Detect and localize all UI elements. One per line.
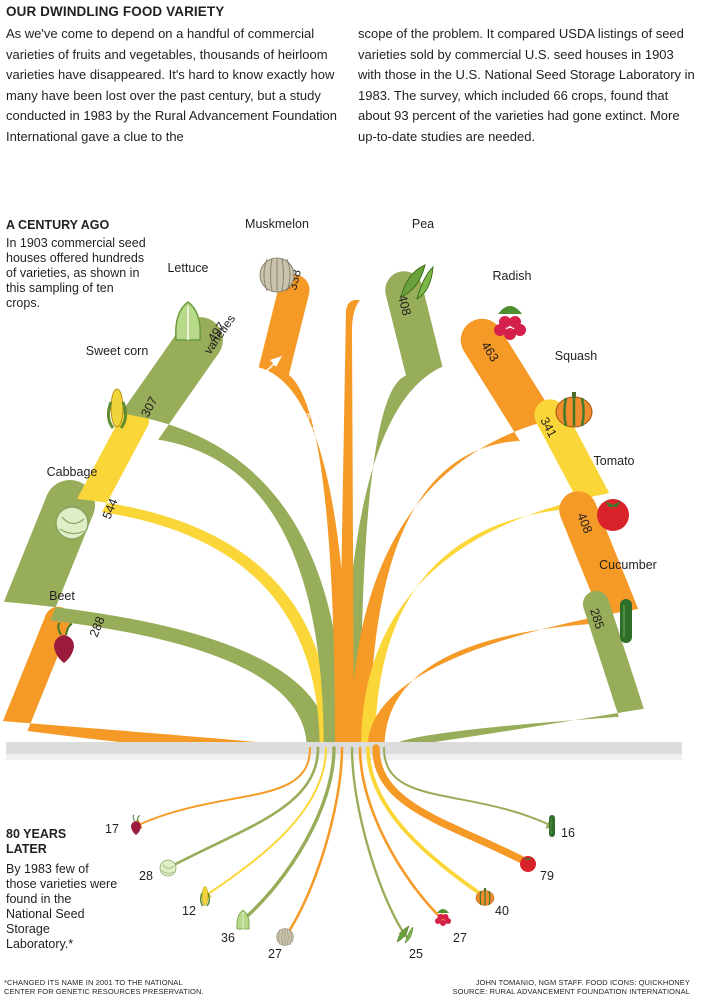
crop-icon-1903 [106, 388, 128, 429]
intro-text-right: scope of the problem. It compared USDA l… [358, 26, 695, 144]
ground-line [6, 742, 682, 756]
radish-icon [437, 909, 449, 913]
cucumber-icon [549, 815, 555, 837]
value-1983-label: 16 [561, 826, 575, 840]
branch-tip [582, 590, 610, 618]
branch-cabbage [3, 495, 330, 748]
crop-icon-1983 [276, 928, 294, 946]
tomato-icon [597, 499, 629, 531]
crop-icon-1983 [435, 909, 451, 926]
crop-icon-1903 [55, 506, 89, 540]
crop-icon-1983 [475, 888, 495, 906]
page-title: OUR DWINDLING FOOD VARIETY [6, 4, 225, 19]
crop-name: Radish [493, 269, 532, 283]
root-beet [135, 747, 311, 827]
crop-icon-1983 [396, 925, 414, 944]
width-note: of varieties [260, 422, 318, 436]
corn-icon [201, 886, 209, 906]
root-cucumber [383, 747, 553, 827]
value-1983-label: 17 [105, 822, 119, 836]
value-1903-label: 285 [587, 607, 607, 631]
root-muskmelon [283, 746, 344, 939]
width-note: Width [260, 383, 291, 397]
root-cabbage [166, 746, 320, 870]
width-arrow-head [270, 356, 282, 367]
crop-name: Squash [555, 349, 597, 363]
branch-lettuce [120, 326, 345, 748]
beet-icon [54, 635, 74, 663]
value-1983-label: 40 [495, 904, 509, 918]
crop-icon-1983 [199, 886, 211, 907]
crop-icon-1983 [131, 814, 141, 835]
value-1983-label: 28 [139, 869, 153, 883]
crop-name: Lettuce [167, 261, 208, 275]
root-pea [350, 746, 407, 937]
later-heading: 80 YEARS LATER [6, 827, 67, 856]
crop-name: Beet [49, 589, 75, 603]
tomato-icon [520, 856, 536, 872]
crop-icon-1903 [555, 392, 593, 428]
beet-icon [131, 821, 141, 835]
later-text: By 1983 few of those varieties were foun… [6, 862, 118, 951]
crop-icon-1983 [549, 815, 555, 837]
root-radish [358, 746, 445, 922]
cucumber-icon [620, 599, 632, 643]
crop-name: Cucumber [599, 558, 657, 572]
corn-icon [110, 388, 124, 428]
crop-name: Muskmelon [245, 217, 309, 231]
crop-icon-1903 [400, 264, 434, 301]
credit-line: JOHN TOMANIO, NGM STAFF. FOOD ICONS: QUI… [475, 978, 690, 987]
root-tomato [372, 744, 532, 867]
width-arrow [231, 359, 279, 405]
root-sweet-corn [204, 747, 327, 897]
value-1983-label: 27 [453, 931, 467, 945]
branch-radish [350, 328, 557, 748]
branch-tip [559, 491, 597, 529]
crop-name: Sweet corn [86, 344, 149, 358]
century-heading: A CENTURY AGO [6, 218, 110, 232]
crop-icon-1903 [494, 306, 526, 340]
value-1983-label: 12 [182, 904, 196, 918]
value-1903-label: 408 [395, 293, 414, 317]
pea-icon [396, 925, 410, 943]
trunk [338, 300, 360, 760]
crop-icon-1983 [159, 859, 177, 877]
crop-icon-1903 [54, 622, 74, 663]
century-text: In 1903 commercial seed houses offered h… [6, 236, 146, 310]
crop-icon-1903 [175, 301, 201, 341]
branch-tip [460, 318, 504, 362]
root-lettuce [241, 746, 336, 922]
crop-name: Pea [412, 217, 434, 231]
intro-text-left: As we've come to depend on a handful of … [6, 26, 338, 144]
width-arrow-head [228, 397, 240, 408]
pea-icon [400, 264, 426, 298]
crop-icon-1983 [236, 909, 250, 930]
root-squash [366, 746, 487, 899]
value-1983-label: 79 [540, 869, 554, 883]
crop-icon-1903 [597, 499, 629, 531]
crop-name: Tomato [594, 454, 635, 468]
value-1983-label: 25 [409, 947, 423, 961]
crop-icon-1983 [520, 856, 536, 872]
ground-shadow [6, 754, 682, 760]
width-note: the number [260, 409, 321, 423]
crop-icon-1903 [259, 257, 295, 293]
crop-name: Cabbage [47, 465, 98, 479]
value-1983-label: 36 [221, 931, 235, 945]
width-note: equals [260, 396, 295, 410]
crop-icon-1903 [620, 599, 632, 643]
radish-icon [498, 306, 522, 314]
source-line: SOURCE: RURAL ADVANCEMENT FOUNDATION INT… [452, 987, 690, 996]
footnote: *CHANGED ITS NAME IN 2001 TO THE NATIONA… [4, 978, 204, 996]
value-1983-label: 27 [268, 947, 282, 961]
